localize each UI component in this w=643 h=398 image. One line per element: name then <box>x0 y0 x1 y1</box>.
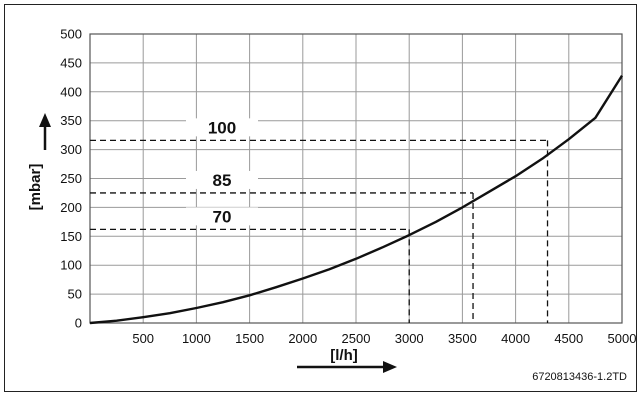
y-tick-label: 150 <box>60 229 82 244</box>
x-tick-label: 3500 <box>448 331 477 346</box>
y-axis-arrow <box>39 113 51 150</box>
y-tick-label: 250 <box>60 171 82 186</box>
plot-border <box>89 33 623 324</box>
callout-label-bg <box>186 118 258 137</box>
callout-label: 70 <box>213 207 232 226</box>
callout-labels: 100 85 70 <box>186 118 258 226</box>
x-tick-label: 1000 <box>182 331 211 346</box>
y-tick-label: 200 <box>60 200 82 215</box>
callout-label: 85 <box>213 171 232 190</box>
curve-line <box>89 74 624 325</box>
y-tick-label: 500 <box>60 27 82 42</box>
x-axis-arrow <box>297 361 397 373</box>
callout-label-bg <box>186 170 258 189</box>
y-tick-label: 400 <box>60 84 82 99</box>
x-tick-label: 5000 <box>608 331 637 346</box>
x-tick-label: 4000 <box>501 331 530 346</box>
x-tick-label: 2000 <box>288 331 317 346</box>
y-tick-label: 350 <box>60 113 82 128</box>
y-tick-label: 450 <box>60 55 82 70</box>
y-tick-label: 50 <box>68 287 82 302</box>
y-tick-label: 0 <box>75 316 82 331</box>
x-axis-label: [l/h] <box>330 347 358 364</box>
grid <box>89 33 623 324</box>
x-tick-label: 3000 <box>395 331 424 346</box>
reference-lines <box>90 139 549 323</box>
callout-label: 100 <box>208 118 236 137</box>
y-axis-label: [mbar] <box>27 164 44 211</box>
reference-code: 6720813436-1.2TD <box>532 371 627 383</box>
tick-labels: 500 1000 1500 2000 2500 3000 3500 4000 4500 5000 0… <box>60 27 636 347</box>
y-tick-label: 300 <box>60 142 82 157</box>
x-tick-label: 500 <box>132 331 154 346</box>
chart-frame: 500 1000 1500 2000 2500 3000 3500 4000 4500 5000 0… <box>4 4 637 392</box>
y-tick-label: 100 <box>60 258 82 273</box>
curve-layer <box>89 74 624 325</box>
chart: 500 1000 1500 2000 2500 3000 3500 4000 4500 5000 0… <box>27 27 636 384</box>
callout-label-bg <box>186 207 258 226</box>
x-tick-label: 4500 <box>554 331 583 346</box>
x-tick-label: 2500 <box>342 331 371 346</box>
x-tick-label: 1500 <box>235 331 264 346</box>
